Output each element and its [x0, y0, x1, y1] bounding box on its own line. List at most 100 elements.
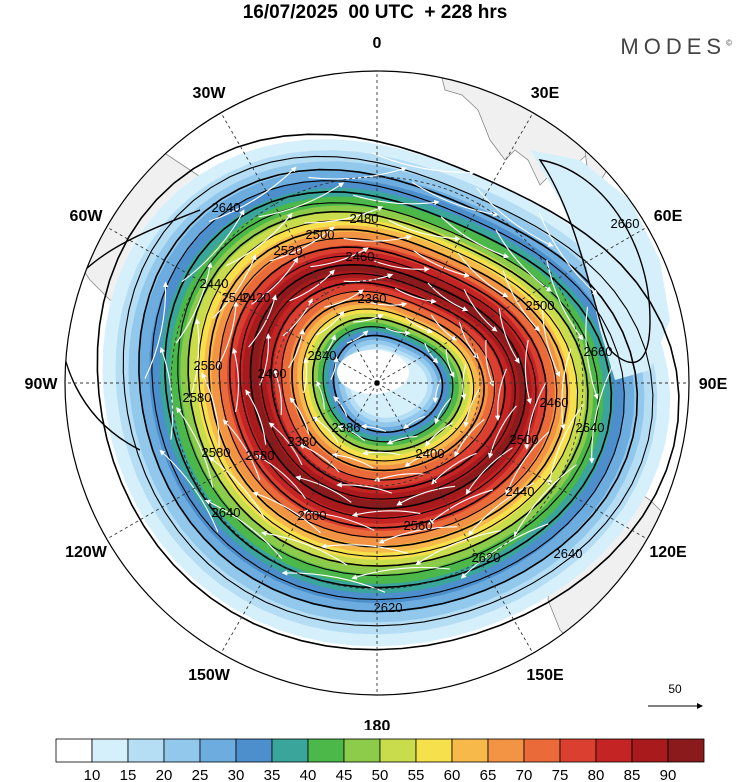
height-contour: [281, 290, 496, 481]
colorbar-box: [271, 738, 309, 763]
colorbar-tick-label: 65: [480, 767, 497, 782]
colorbar-box: [91, 738, 129, 763]
streamline-arrow: [502, 270, 541, 332]
contour-label: 2640: [212, 505, 241, 520]
streamline-arrow: [396, 485, 456, 506]
chart-title: 16/07/2025 00 UTC + 228 hrs: [242, 2, 508, 23]
streamline-arrow: [411, 181, 499, 217]
streamline-arrow: [404, 448, 445, 467]
longitude-label: 120E: [649, 544, 687, 561]
streamline-arrow: [226, 212, 293, 267]
streamline-arrow: [460, 523, 549, 579]
colorbar-tick-label: 40: [300, 767, 317, 782]
contour-label: 2560: [194, 358, 223, 373]
longitude-label: 120W: [65, 544, 108, 561]
colorbar-tick-label: 85: [624, 767, 641, 782]
streamline-arrow: [260, 530, 348, 566]
streamline-arrow: [333, 396, 348, 417]
height-contour: [218, 237, 558, 538]
colorbar-tick-label: 60: [444, 767, 461, 782]
streamline-arrow: [336, 482, 392, 494]
streamline-arrow: [432, 379, 442, 404]
contour-label: 2640: [212, 200, 241, 215]
wind-streamlines: [144, 152, 613, 593]
height-contour: [239, 255, 537, 519]
graticule: [65, 71, 689, 695]
height-contour: [249, 263, 527, 510]
streamline-arrow: [394, 287, 437, 304]
streamline-arrow: [547, 403, 584, 486]
streamline-arrow: [316, 310, 345, 336]
streamline-arrow: [460, 364, 467, 400]
streamline-arrow: [330, 356, 340, 381]
colorbar-labels: 10 15 20 25 30 35 40 45 50 55 60 65 70 75 80 85 90: [84, 767, 677, 782]
height-contour: [208, 228, 569, 548]
streamline-arrow: [268, 422, 303, 466]
meridian-line: [376, 382, 534, 654]
streamline-arrow: [352, 194, 440, 206]
contour-label: 2500: [510, 432, 539, 447]
colorbar-box: [163, 738, 201, 763]
colorbar: 10 15 20 25 30 35 40 45 50 55 60 65 70 75 80 85 90: [55, 738, 705, 782]
longitude-label: 150E: [526, 667, 564, 684]
height-contour: [312, 317, 465, 453]
streamline-arrow: [465, 447, 513, 495]
streamline-arrow: [378, 526, 458, 544]
colorbar-box: [523, 738, 561, 763]
streamline-arrow: [405, 317, 433, 334]
contour-label: 2560: [404, 518, 433, 533]
streamline-arrow: [304, 206, 384, 224]
streamline-arrow: [232, 347, 239, 413]
contour-label: 2460: [540, 395, 569, 410]
longitude-label: 30E: [531, 85, 560, 102]
streamline-arrow: [386, 435, 418, 445]
contour-label: 2400: [416, 446, 445, 461]
height-contour: [177, 202, 599, 577]
height-contour: [301, 308, 475, 462]
streamline-arrow: [546, 259, 584, 341]
height-contour: [291, 299, 485, 472]
colorbar-box: [415, 738, 453, 763]
colorbar-box: [379, 738, 417, 763]
colorbar-box: [343, 738, 381, 763]
streamline-arrow: [353, 314, 384, 323]
streamline-arrow: [251, 257, 299, 305]
colorbar-tick-label: 90: [660, 767, 677, 782]
colorbar-tick-label: 15: [120, 767, 137, 782]
streamline-arrow: [324, 289, 364, 308]
streamline-arrow: [302, 509, 375, 531]
streamline-arrow: [372, 152, 476, 176]
streamline-arrow: [360, 423, 387, 433]
contour-label: 2440: [200, 276, 229, 291]
wind-reference: 50: [648, 682, 703, 709]
longitude-label: 60W: [70, 208, 104, 225]
streamline-arrow: [346, 330, 369, 344]
colorbar-box: [631, 738, 669, 763]
height-contour: [187, 210, 589, 567]
contour-label: 2640: [554, 546, 583, 561]
contour-label: 2540: [222, 290, 251, 305]
streamline-arrow: [216, 300, 239, 369]
height-contour: [322, 326, 454, 443]
streamline-arrow: [463, 388, 481, 428]
height-contour: [538, 159, 651, 364]
streamline-arrow: [181, 209, 245, 283]
contour-label: 2340: [308, 348, 337, 363]
streamline-arrow: [289, 269, 335, 302]
streamline-arrow: [374, 473, 424, 482]
streamline-arrow: [212, 254, 257, 319]
streamline-arrow: [431, 452, 477, 485]
colorbar-tick-label: 10: [84, 767, 101, 782]
streamline-arrow: [415, 530, 501, 566]
streamline-arrow: [282, 298, 313, 337]
colorbar-box: [487, 738, 525, 763]
streamline-arrow: [351, 566, 450, 580]
contour-label: 2380: [288, 434, 317, 449]
streamline-arrow: [288, 328, 305, 369]
streamline-arrow: [252, 491, 321, 534]
streamline-arrow: [585, 306, 599, 400]
colorbar-tick-label: 20: [156, 767, 173, 782]
streamline-arrow: [208, 456, 266, 520]
streamline-arrow: [374, 260, 430, 273]
streamline-arrow: [463, 288, 498, 332]
